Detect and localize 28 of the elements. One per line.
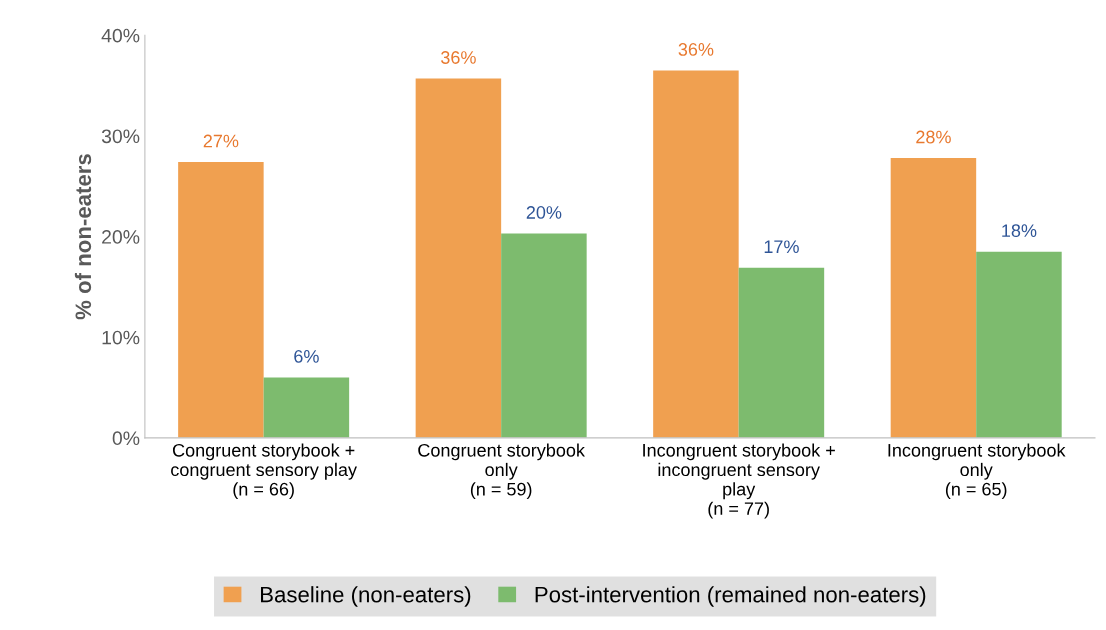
y-tick-label: 30% (101, 129, 140, 144)
data-label: 28% (916, 130, 951, 144)
bar (415, 78, 502, 438)
y-tick-label: 10% (102, 330, 140, 345)
legend-label: Baseline (non-eaters) (261, 586, 471, 607)
bar (653, 70, 739, 438)
legend-label: Post-intervention (remained non-eaters) (535, 586, 926, 607)
x-tick-label: Congruent storybook + congruent sensory play (n = 66) (171, 443, 357, 500)
bar (263, 377, 350, 438)
y-axis-title: % of non-eaters (74, 154, 92, 320)
bar (738, 267, 825, 438)
data-label: 18% (1002, 224, 1037, 237)
y-tick-label: 20% (102, 230, 140, 244)
bar (890, 158, 977, 438)
data-label: 36% (678, 43, 714, 56)
x-tick-label: Incongruent storybook only (n = 65) (888, 443, 1066, 500)
x-tick-label: Incongruent storybook + incongruent sensory play (n = 77) (643, 443, 835, 519)
bar (976, 251, 1062, 438)
data-label: 27% (203, 134, 239, 148)
data-label: 6% (294, 350, 319, 363)
bar (501, 233, 587, 438)
y-tick-label: 0% (112, 431, 140, 446)
x-tick-label: Congruent storybook only (n = 59) (418, 443, 585, 500)
bar (178, 162, 264, 438)
data-label: 20% (526, 206, 562, 219)
data-label: 36% (441, 51, 476, 64)
y-tick-label: 40% (101, 28, 140, 43)
data-label: 17% (764, 240, 799, 254)
